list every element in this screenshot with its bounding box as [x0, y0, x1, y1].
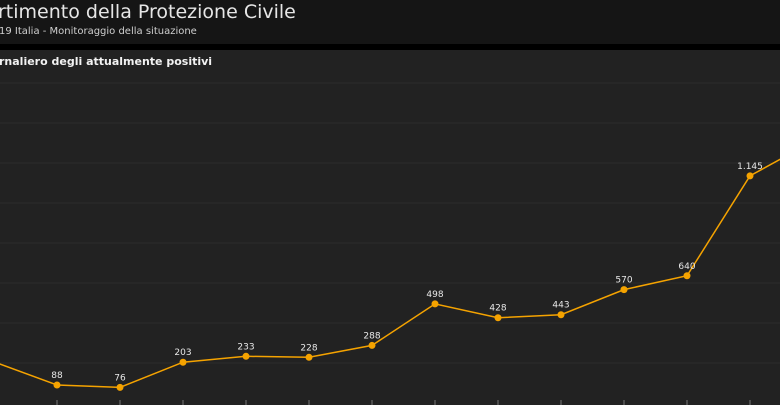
line — [0, 158, 780, 389]
point — [557, 311, 565, 319]
data-label: 88 — [51, 371, 63, 381]
point — [305, 353, 313, 361]
data-label: 498 — [426, 290, 443, 300]
separator — [0, 44, 780, 50]
data-label: 203 — [174, 348, 191, 358]
background-grid — [0, 82, 780, 364]
point — [242, 352, 250, 360]
point — [116, 383, 124, 391]
point — [431, 300, 439, 308]
point — [620, 286, 628, 294]
data-label: 1.145 — [737, 162, 763, 172]
data-label: 76 — [114, 373, 126, 383]
header-title: rtimento della Protezione Civile — [0, 1, 296, 23]
point — [368, 341, 376, 349]
point — [53, 381, 61, 389]
point — [494, 314, 502, 322]
chart-title: rnaliero degli attualmente positivi — [0, 55, 213, 68]
data-label: 228 — [300, 343, 317, 353]
data-label: 428 — [489, 304, 506, 314]
point — [179, 358, 187, 366]
point — [683, 272, 691, 280]
data-label: 443 — [552, 301, 569, 311]
header-subtitle: 19 Italia - Monitoraggio della situazion… — [0, 26, 197, 37]
data-label: 640 — [678, 262, 695, 272]
data-label: 233 — [237, 342, 254, 352]
header-bar — [0, 0, 780, 44]
point — [746, 172, 754, 180]
data-label: 570 — [615, 276, 632, 286]
data-label: 288 — [363, 331, 380, 341]
